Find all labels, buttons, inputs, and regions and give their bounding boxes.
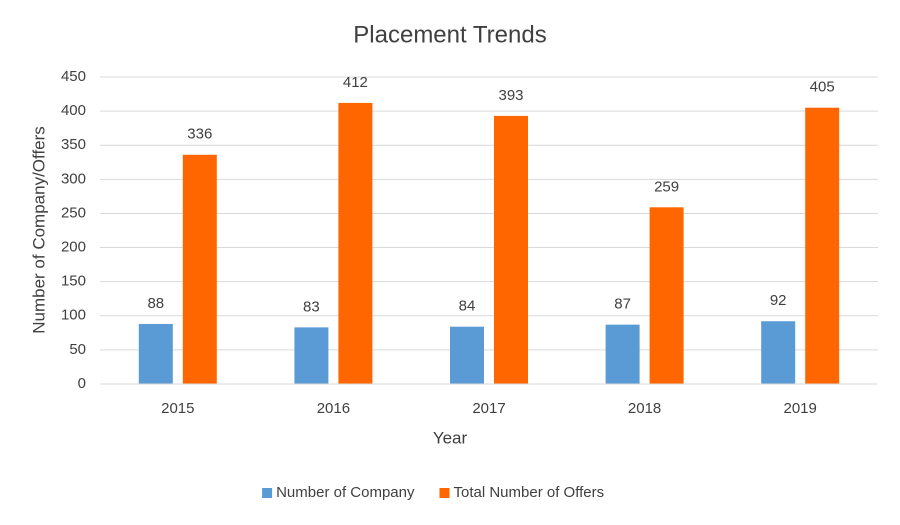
data-label: 259 (654, 178, 679, 195)
y-tick-label: 300 (61, 170, 86, 187)
y-tick-label: 100 (61, 307, 86, 324)
data-label: 83 (303, 298, 320, 315)
data-label: 405 (810, 79, 835, 96)
legend-label: Total Number of Offers (454, 484, 605, 501)
bar (649, 207, 684, 384)
bar (138, 323, 173, 384)
legend-swatch (439, 488, 450, 498)
chart-title: Placement Trends (353, 21, 546, 48)
legend-label: Number of Company (276, 484, 415, 501)
y-tick-label: 50 (69, 341, 86, 358)
y-tick-label: 450 (61, 68, 86, 85)
bar (294, 327, 329, 384)
x-tick-label: 2015 (161, 400, 194, 417)
x-tick-label: 2017 (472, 400, 505, 417)
bar (805, 107, 840, 384)
x-tick-label: 2019 (784, 400, 817, 417)
bar (450, 326, 484, 384)
data-label: 393 (498, 87, 523, 104)
legend-swatch (262, 488, 273, 498)
y-tick-label: 400 (61, 102, 86, 119)
x-axis-title: Year (433, 428, 468, 447)
data-label: 92 (770, 292, 787, 309)
data-label: 412 (343, 74, 368, 91)
x-tick-label: 2018 (628, 400, 661, 417)
bar (494, 115, 528, 385)
y-tick-label: 250 (61, 204, 86, 221)
x-tick-label: 2016 (317, 400, 350, 417)
data-label: 88 (147, 295, 164, 312)
y-tick-label: 150 (61, 273, 86, 290)
bar (338, 102, 373, 385)
y-tick-label: 0 (78, 375, 86, 392)
y-axis-title: Number of Company/Offers (29, 126, 48, 334)
y-tick-label: 350 (61, 136, 86, 153)
bar (605, 324, 640, 384)
bar (761, 321, 796, 384)
bar (182, 154, 217, 384)
data-label: 87 (614, 296, 631, 313)
y-tick-label: 200 (61, 239, 86, 256)
data-label: 84 (459, 298, 476, 315)
data-label: 336 (187, 126, 212, 143)
